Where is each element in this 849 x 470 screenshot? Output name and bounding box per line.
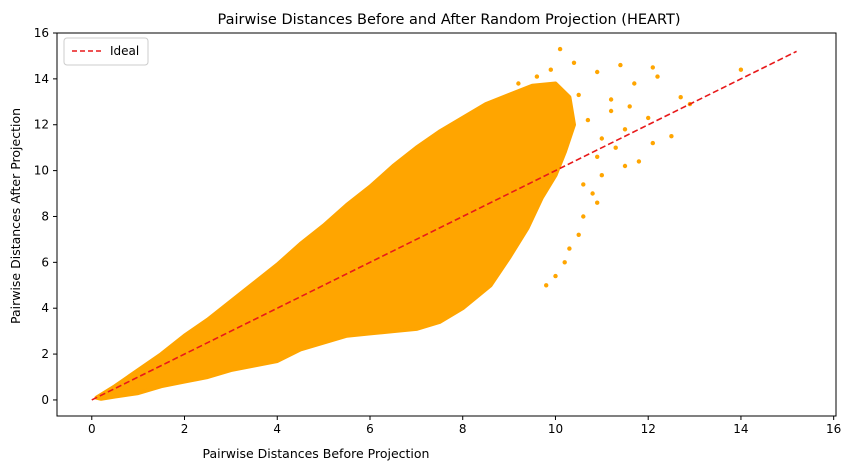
- axes: 0 2 4 6 8 10 12 14 16 0 2 4 6 8 10 12 14 16: [34, 26, 842, 436]
- scatter-point: [646, 115, 651, 121]
- scatter-point: [650, 65, 655, 70]
- x-tick-label: 2: [181, 422, 189, 436]
- scatter-point: [595, 200, 600, 205]
- scatter-point: [595, 154, 600, 159]
- scatter-point: [613, 145, 618, 150]
- scatter-point: [576, 232, 581, 237]
- scatter-point: [738, 67, 744, 72]
- x-tick-label: 4: [273, 422, 281, 436]
- y-tick-label: 12: [34, 118, 49, 132]
- scatter-point: [599, 136, 604, 141]
- x-tick-label: 16: [826, 422, 841, 436]
- scatter-point: [636, 159, 642, 164]
- scatter-point: [567, 246, 572, 251]
- scatter-point: [590, 191, 595, 196]
- scatter-point: [534, 74, 540, 79]
- scatter-point: [622, 163, 628, 169]
- scatter-point: [548, 67, 553, 72]
- scatter-point: [581, 182, 586, 187]
- y-tick-label: 8: [41, 209, 49, 223]
- scatter-point: [576, 92, 581, 98]
- y-tick-label: 10: [34, 164, 49, 178]
- chart-title: Pairwise Distances Before and After Rand…: [218, 12, 681, 28]
- scatter-point: [553, 273, 558, 279]
- y-tick-label: 2: [41, 347, 49, 361]
- scatter-point: [655, 74, 660, 79]
- legend-box: [63, 37, 149, 66]
- y-axis-label: Pairwise Distances After Projection: [8, 108, 23, 324]
- x-axis-label: Pairwise Distances Before Projection: [203, 446, 430, 461]
- ideal-line: [91, 50, 797, 401]
- scatter-point: [669, 134, 674, 139]
- scatter-point: [581, 214, 586, 219]
- legend: Ideal: [63, 37, 149, 66]
- scatter-point: [627, 104, 632, 109]
- plot-frame: [56, 32, 837, 417]
- scatter-point: [608, 108, 614, 114]
- scatter-point: [516, 81, 521, 86]
- scatter-point-cloud: [94, 81, 576, 401]
- y-tick-label: 4: [41, 301, 49, 315]
- x-tick-label: 10: [548, 422, 563, 436]
- y-tick-label: 6: [41, 255, 49, 269]
- scatter-point: [650, 140, 655, 146]
- scatter-point: [557, 46, 563, 52]
- y-tick-label: 16: [34, 26, 49, 40]
- y-tick-label: 14: [34, 72, 49, 86]
- scatter-point: [622, 127, 628, 132]
- x-tick-label: 0: [88, 422, 96, 436]
- scatter-point: [678, 95, 683, 100]
- scatter-point: [544, 283, 549, 288]
- x-tick-label: 8: [459, 422, 467, 436]
- scatter-point: [632, 81, 637, 86]
- scatter-point: [608, 97, 614, 102]
- scatter-point: [562, 260, 567, 265]
- scatter-point: [585, 117, 591, 123]
- scatter-point: [599, 173, 604, 178]
- scatter-point: [595, 69, 600, 75]
- scatter-point: [618, 62, 623, 68]
- legend-ideal-label: Ideal: [110, 44, 139, 58]
- y-tick-label: 0: [41, 393, 49, 407]
- scatter-point: [571, 60, 577, 65]
- plot-area: [91, 46, 797, 401]
- x-tick-label: 12: [641, 422, 656, 436]
- x-tick-label: 6: [366, 422, 374, 436]
- x-tick-label: 14: [733, 422, 748, 436]
